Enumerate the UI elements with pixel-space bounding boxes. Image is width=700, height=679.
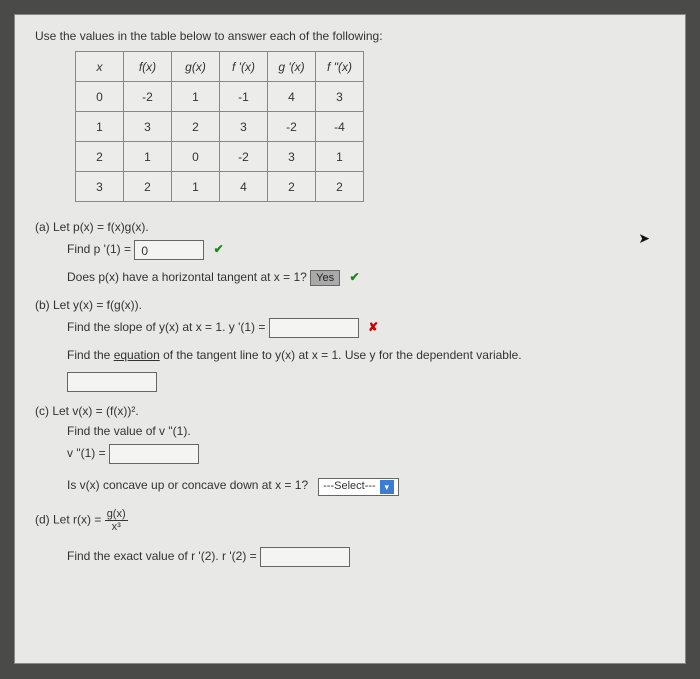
part-c: (c) Let v(x) = (f(x))². Find the value o… [35, 404, 665, 496]
check-icon: ✔ [349, 270, 359, 284]
part-c-label: (c) Let v(x) = (f(x))². [35, 404, 665, 418]
chevron-down-icon: ▾ [380, 480, 394, 494]
v-double-prime-1-input[interactable] [109, 444, 199, 464]
p-prime-1-input[interactable]: 0 [134, 240, 204, 260]
part-c-eq: v "(1) = [67, 446, 106, 460]
values-table: x f(x) g(x) f '(x) g '(x) f "(x) 0 -2 1 … [75, 51, 364, 202]
part-a-label: (a) Let p(x) = f(x)g(x). [35, 220, 665, 234]
part-b-q2a: Find the [67, 348, 114, 362]
table-row: 0 -2 1 -1 4 3 [76, 82, 364, 112]
check-icon: ✔ [214, 242, 224, 256]
col-gpx: g '(x) [268, 52, 316, 82]
col-fppx: f "(x) [316, 52, 364, 82]
col-x: x [76, 52, 124, 82]
part-b: (b) Let y(x) = f(g(x)). Find the slope o… [35, 298, 665, 392]
col-fx: f(x) [124, 52, 172, 82]
y-prime-1-input[interactable] [269, 318, 359, 338]
cross-icon: ✘ [368, 320, 378, 334]
r-prime-2-input[interactable] [260, 547, 350, 567]
table-row: 1 3 2 3 -2 -4 [76, 112, 364, 142]
equation-word: equation [114, 348, 160, 362]
table-header-row: x f(x) g(x) f '(x) g '(x) f "(x) [76, 52, 364, 82]
part-b-q2b: of the tangent line to y(x) at x = 1. Us… [160, 348, 522, 362]
fraction-den: x³ [105, 521, 128, 533]
fraction: g(x) x³ [105, 508, 128, 533]
part-b-find: Find the slope of y(x) at x = 1. y '(1) … [67, 320, 265, 334]
concavity-select[interactable]: ---Select--- ▾ [318, 478, 399, 496]
select-label: ---Select--- [323, 480, 376, 492]
part-a: (a) Let p(x) = f(x)g(x). Find p '(1) = 0… [35, 220, 665, 286]
horizontal-tangent-answer[interactable]: Yes [310, 270, 340, 286]
part-c-q2: Is v(x) concave up or concave down at x … [67, 478, 308, 492]
part-d-find: Find the exact value of r '(2). r '(2) = [67, 549, 257, 563]
part-d-label: (d) Let r(x) = [35, 513, 105, 527]
table-row: 3 2 1 4 2 2 [76, 172, 364, 202]
worksheet-page: Use the values in the table below to ans… [14, 14, 686, 664]
part-b-label: (b) Let y(x) = f(g(x)). [35, 298, 665, 312]
col-gx: g(x) [172, 52, 220, 82]
fraction-num: g(x) [105, 508, 128, 521]
instruction-text: Use the values in the table below to ans… [35, 29, 665, 43]
part-a-find: Find p '(1) = [67, 242, 131, 256]
table-row: 2 1 0 -2 3 1 [76, 142, 364, 172]
part-c-find: Find the value of v "(1). [67, 424, 665, 438]
cursor-icon: ➤ [638, 230, 650, 247]
part-d: (d) Let r(x) = g(x) x³ Find the exact va… [35, 508, 665, 567]
tangent-equation-input[interactable] [67, 372, 157, 392]
part-a-q2: Does p(x) have a horizontal tangent at x… [67, 270, 307, 284]
col-fpx: f '(x) [220, 52, 268, 82]
